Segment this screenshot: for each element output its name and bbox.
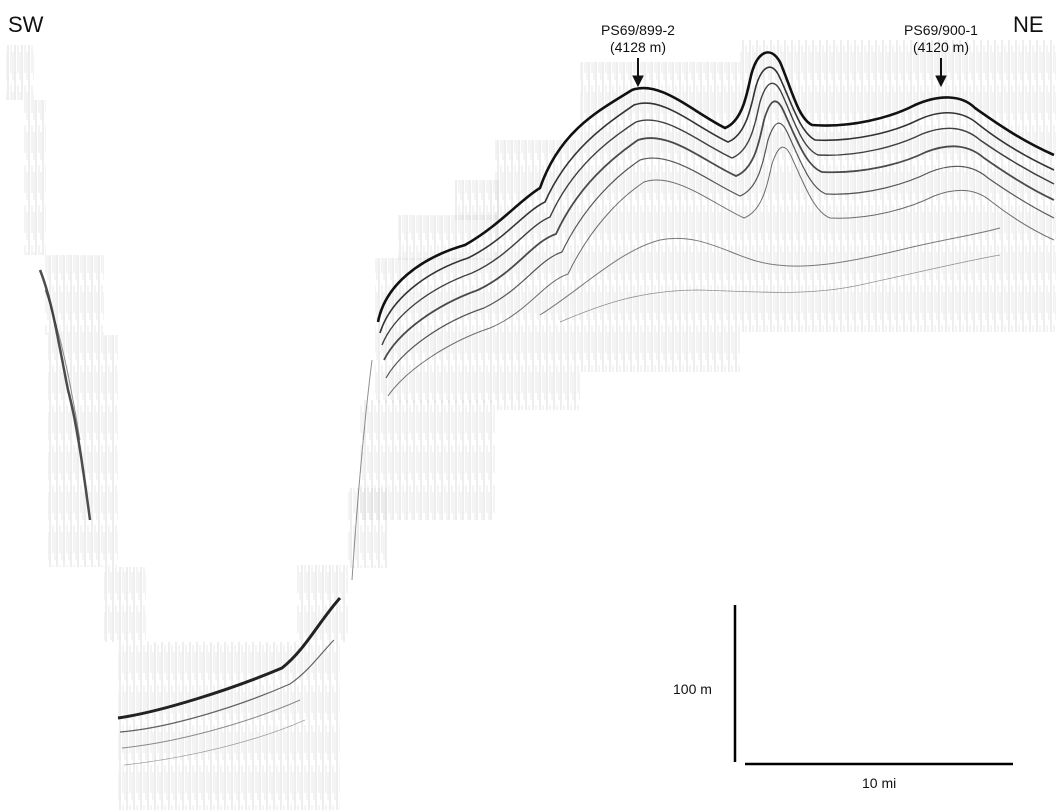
core-name: PS69/899-2 xyxy=(601,22,675,38)
core-depth: (4120 m) xyxy=(912,39,970,55)
arrow-head-icon xyxy=(632,75,644,88)
core-label-900: PS69/900-1 (4120 m) xyxy=(891,22,991,56)
core-arrows xyxy=(632,58,947,88)
arrow-head-icon xyxy=(935,75,947,88)
scale-bars xyxy=(733,605,1013,766)
echogram-panels xyxy=(6,40,1056,810)
core-label-899: PS69/899-2 (4128 m) xyxy=(588,22,688,56)
direction-label-sw: SW xyxy=(8,12,44,37)
slope-reflectors xyxy=(38,269,373,766)
core-name: PS69/900-1 xyxy=(904,22,978,38)
ridge-reflectors xyxy=(376,51,1055,397)
horizontal-scale-label: 10 mi xyxy=(862,775,897,791)
core-depth: (4128 m) xyxy=(609,39,667,55)
direction-label-ne: NE xyxy=(1013,12,1044,37)
vertical-scale-label: 100 m xyxy=(673,681,712,697)
